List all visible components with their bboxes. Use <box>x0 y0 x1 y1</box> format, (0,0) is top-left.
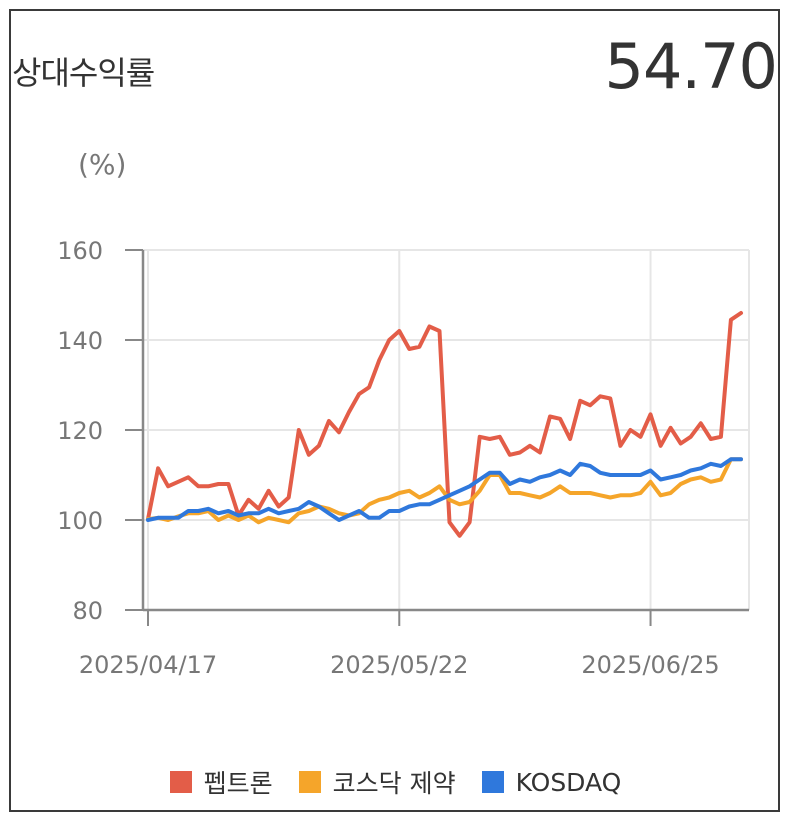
legend-swatch-3 <box>481 771 504 793</box>
y-tick-label: 160 <box>57 237 103 265</box>
legend: 펩트론 코스닥 제약 KOSDAQ <box>0 764 791 800</box>
y-tick-label: 80 <box>72 597 103 625</box>
legend-label-2: 코스닥 제약 <box>332 769 456 798</box>
y-unit-label: (%) <box>78 148 127 181</box>
return-value: 54.70 <box>604 30 778 103</box>
y-tick-label: 100 <box>57 507 103 535</box>
series-line-1 <box>146 311 743 538</box>
legend-item-2[interactable]: 코스닥 제약 <box>298 764 456 800</box>
legend-label-3: KOSDAQ <box>515 767 622 797</box>
x-tick-label: 2025/04/17 <box>79 651 217 679</box>
chart-title: 상대수익률 <box>12 54 155 92</box>
series-line-3 <box>146 457 743 522</box>
x-tick-label: 2025/05/22 <box>330 651 468 679</box>
x-tick-label: 2025/06/25 <box>581 651 719 679</box>
y-tick-label: 140 <box>57 327 103 355</box>
legend-label-1: 펩트론 <box>203 769 273 798</box>
series-line-2 <box>146 457 743 525</box>
legend-item-1[interactable]: 펩트론 <box>169 764 273 800</box>
legend-swatch-1 <box>169 771 192 793</box>
legend-item-3[interactable]: KOSDAQ <box>481 767 622 797</box>
y-tick-label: 120 <box>57 417 103 445</box>
legend-swatch-2 <box>298 771 321 793</box>
